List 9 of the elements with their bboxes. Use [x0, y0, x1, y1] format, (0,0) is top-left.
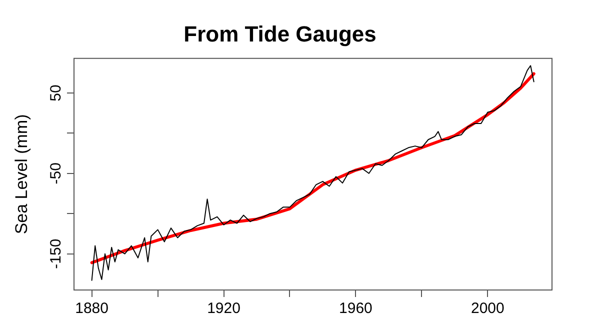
y-tick-label: -50 — [48, 162, 65, 184]
y-tick-label: 50 — [48, 84, 65, 102]
x-tick-label: 1880 — [75, 300, 108, 318]
y-axis-title: Sea Level (mm) — [12, 114, 31, 234]
x-tick-label: 1960 — [339, 300, 372, 318]
x-tick-label: 1920 — [207, 300, 240, 318]
chart-title: From Tide Gauges — [184, 21, 376, 46]
x-tick-label: 2000 — [470, 300, 504, 318]
y-tick-label: -150 — [48, 238, 65, 269]
